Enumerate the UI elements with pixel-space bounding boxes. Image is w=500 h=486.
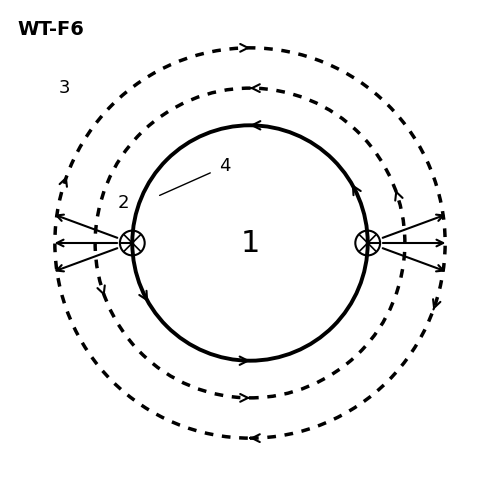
Text: 3: 3 bbox=[58, 79, 70, 97]
Text: 2: 2 bbox=[118, 194, 129, 212]
Text: WT-F6: WT-F6 bbox=[18, 20, 84, 39]
Text: 1: 1 bbox=[240, 228, 260, 258]
Text: 4: 4 bbox=[219, 156, 230, 174]
